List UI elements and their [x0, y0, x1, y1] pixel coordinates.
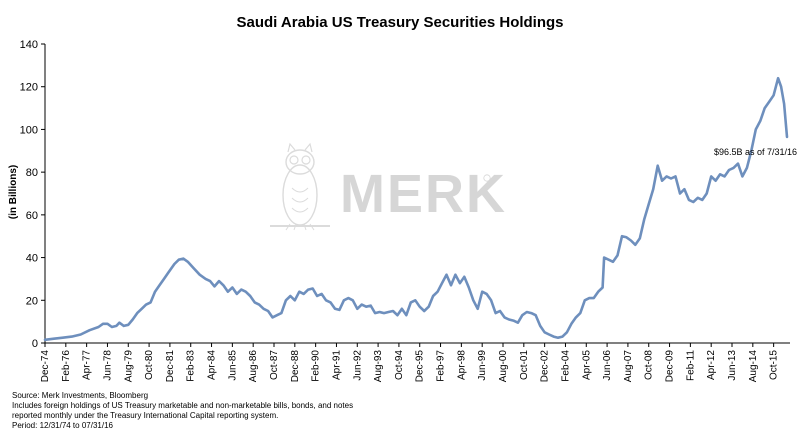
series-layer	[43, 76, 789, 342]
y-tick-label: 60	[26, 210, 38, 222]
x-tick-label: Jun-78	[102, 350, 113, 381]
x-tick-label: Oct-15	[769, 350, 780, 380]
x-tick-label: Apr-05	[581, 350, 592, 380]
watermark-text: MERK	[340, 164, 507, 224]
x-tick-label: Feb-76	[61, 350, 72, 382]
y-tick-label: 100	[20, 124, 38, 136]
x-tick-label: Aug-14	[748, 350, 759, 383]
footnote-source: Source: Merk Investments, Bloomberg	[12, 391, 149, 400]
x-tick-label: Aug-00	[498, 350, 509, 383]
x-tick-label: Dec-74	[40, 350, 51, 383]
y-tick-label: 0	[32, 338, 38, 350]
x-tick-label: Feb-90	[311, 350, 322, 382]
x-tick-label: Dec-09	[665, 350, 676, 383]
footnote-description-1: Includes foreign holdings of US Treasury…	[12, 401, 354, 410]
y-axis-label: (in Billions)	[8, 165, 19, 219]
y-axis: 0 20 40 60 80 100 120 140	[20, 39, 45, 350]
x-tick-label: Oct-08	[644, 350, 655, 380]
annotation-label: $96.5B as of 7/31/16	[714, 147, 797, 157]
x-tick-label: Apr-77	[82, 350, 93, 380]
x-tick-label: Feb-97	[436, 350, 447, 382]
chart-title: Saudi Arabia US Treasury Securities Hold…	[236, 14, 563, 31]
x-axis: Dec-74 Feb-76 Apr-77 Jun-78 Aug-79 Oct-80 Dec-…	[40, 343, 780, 382]
x-tick-label: Oct-94	[394, 350, 405, 380]
x-tick-label: Apr-91	[331, 350, 342, 380]
x-tick-label: Dec-88	[290, 350, 301, 383]
y-tick-label: 40	[26, 253, 38, 265]
x-tick-label: Feb-04	[560, 350, 571, 382]
x-tick-label: Dec-02	[540, 350, 551, 383]
x-tick-label: Dec-95	[415, 350, 426, 383]
x-tick-label: Jun-06	[602, 350, 613, 381]
x-tick-label: Oct-01	[519, 350, 530, 380]
x-tick-label: Oct-87	[269, 350, 280, 380]
y-tick-label: 80	[26, 167, 38, 179]
x-tick-label: Jun-85	[227, 350, 238, 381]
x-tick-label: Jun-99	[477, 350, 488, 381]
x-tick-label: Apr-12	[706, 350, 717, 380]
x-tick-label: Aug-79	[123, 350, 134, 383]
footnote-period: Period: 12/31/74 to 07/31/16	[12, 421, 113, 430]
x-tick-label: Jun-92	[352, 350, 363, 381]
x-tick-label: Aug-07	[623, 350, 634, 383]
x-tick-label: Apr-84	[207, 350, 218, 380]
series-line	[43, 76, 789, 342]
x-tick-label: Feb-11	[685, 350, 696, 381]
x-tick-label: Apr-98	[456, 350, 467, 380]
watermark: MERK	[270, 142, 507, 231]
y-tick-label: 20	[26, 295, 38, 307]
y-tick-label: 140	[20, 39, 38, 51]
x-tick-label: Aug-86	[248, 350, 259, 383]
y-tick-label: 120	[20, 82, 38, 94]
x-tick-label: Aug-93	[373, 350, 384, 383]
footnote-description-2: reported monthly under the Treasury Inte…	[12, 411, 279, 420]
annotation-layer: $96.5B as of 7/31/16	[714, 147, 797, 157]
x-tick-label: Jun-13	[727, 350, 738, 381]
owl-icon	[270, 142, 330, 231]
x-tick-label: Dec-81	[165, 350, 176, 383]
x-tick-label: Oct-80	[144, 350, 155, 380]
footnotes: Source: Merk Investments, Bloomberg Incl…	[12, 391, 612, 431]
x-tick-label: Feb-83	[186, 350, 197, 382]
